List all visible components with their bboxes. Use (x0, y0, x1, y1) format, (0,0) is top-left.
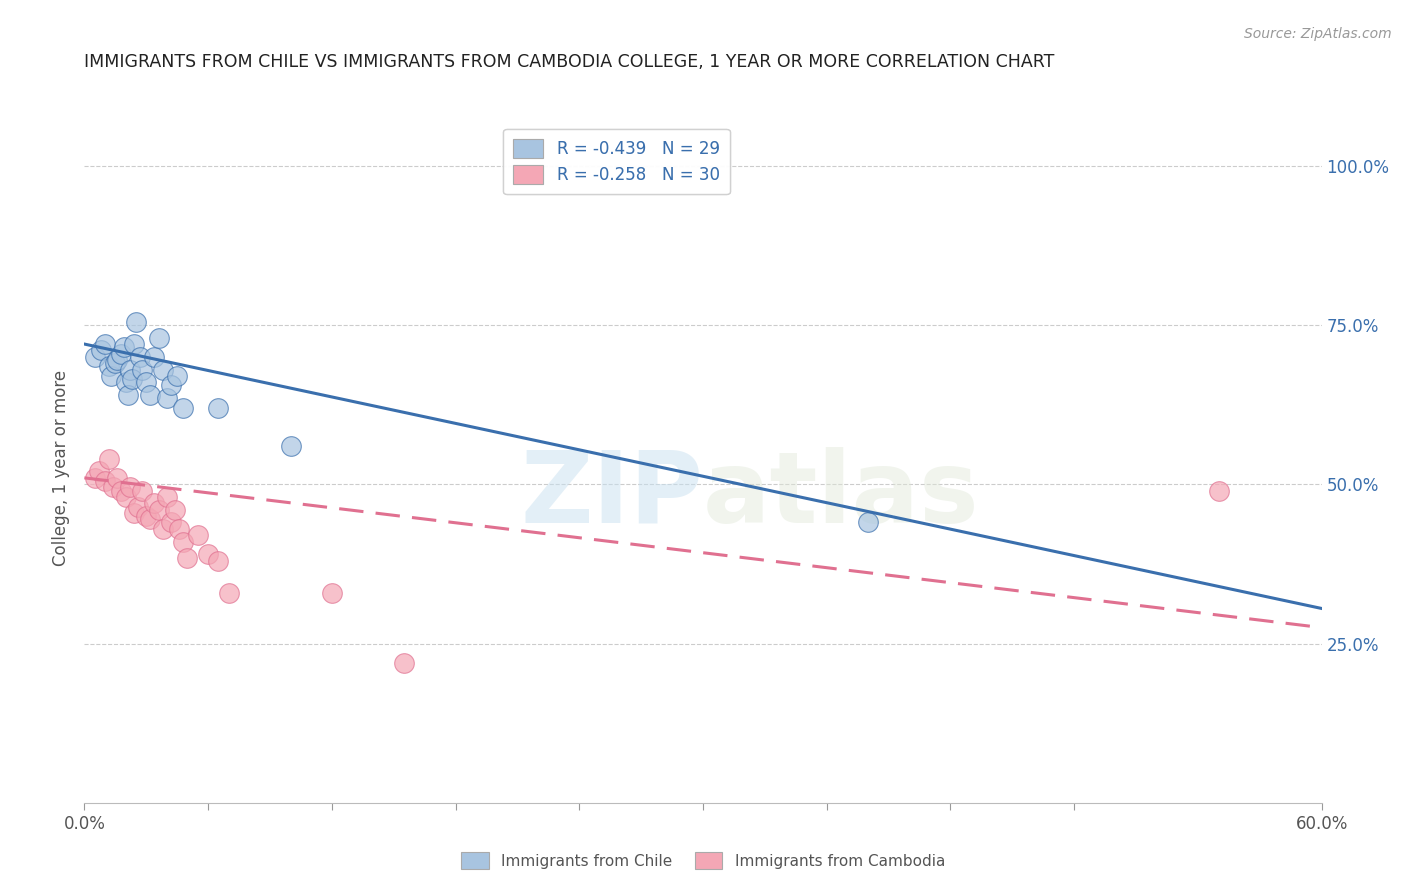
Point (122, 337, 145, 351)
Point (118, 362, 141, 376)
Point (207, 401, 229, 415)
Point (83, 350, 105, 364)
Text: IMMIGRANTS FROM CHILE VS IMMIGRANTS FROM CAMBODIA COLLEGE, 1 YEAR OR MORE CORREL: IMMIGRANTS FROM CHILE VS IMMIGRANTS FROM… (84, 54, 1054, 71)
Point (110, 346, 132, 360)
Point (156, 391, 179, 405)
Point (139, 388, 162, 402)
Point (176, 550, 198, 565)
Point (104, 356, 127, 370)
Point (172, 534, 194, 549)
Point (114, 490, 136, 504)
Text: ZIP: ZIP (520, 447, 703, 543)
Point (94, 474, 117, 488)
Point (122, 506, 145, 520)
Point (143, 496, 166, 510)
Point (118, 480, 141, 494)
Point (114, 376, 136, 390)
Point (152, 362, 174, 376)
Point (87, 465, 110, 479)
Point (100, 368, 122, 383)
Point (131, 362, 153, 376)
Point (135, 376, 157, 390)
Point (110, 483, 132, 498)
Point (98, 359, 121, 374)
Legend: R = -0.439   N = 29, R = -0.258   N = 30: R = -0.439 N = 29, R = -0.258 N = 30 (503, 128, 730, 194)
Point (207, 554, 229, 568)
Point (156, 490, 179, 504)
Point (105, 471, 128, 485)
Point (148, 502, 170, 516)
Point (112, 340, 135, 354)
Point (135, 509, 157, 524)
Point (167, 522, 190, 536)
Point (152, 522, 174, 536)
Point (139, 512, 162, 526)
Point (856, 516, 879, 530)
Point (187, 528, 209, 542)
Point (160, 378, 183, 392)
Point (94, 337, 117, 351)
Text: atlas: atlas (703, 447, 980, 543)
Point (165, 502, 187, 516)
Point (121, 372, 143, 386)
Point (160, 516, 183, 530)
Point (148, 331, 170, 345)
Point (172, 401, 194, 415)
Point (117, 388, 139, 402)
Point (83, 471, 105, 485)
Point (129, 350, 152, 364)
Point (321, 585, 343, 599)
Point (103, 480, 125, 494)
Point (131, 483, 153, 498)
Point (218, 585, 240, 599)
Point (1208, 483, 1230, 498)
Point (125, 315, 148, 329)
Point (98, 451, 121, 466)
Point (197, 547, 219, 561)
Point (166, 368, 188, 383)
Y-axis label: College, 1 year or more: College, 1 year or more (52, 370, 70, 566)
Point (280, 439, 302, 453)
Point (105, 353, 128, 368)
Point (90, 343, 112, 358)
Legend: Immigrants from Chile, Immigrants from Cambodia: Immigrants from Chile, Immigrants from C… (456, 846, 950, 875)
Point (127, 500, 149, 514)
Point (392, 656, 415, 670)
Text: Source: ZipAtlas.com: Source: ZipAtlas.com (1244, 27, 1392, 41)
Point (143, 350, 166, 364)
